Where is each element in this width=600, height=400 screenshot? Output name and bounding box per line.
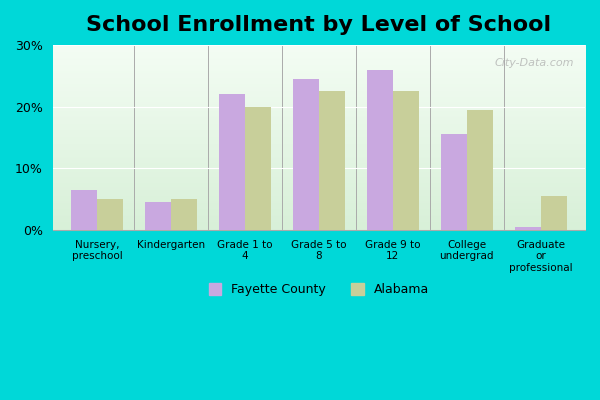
Bar <box>71 190 97 230</box>
Bar <box>367 70 393 230</box>
Bar <box>145 202 171 230</box>
Text: City-Data.com: City-Data.com <box>495 58 574 68</box>
Legend: Fayette County, Alabama: Fayette County, Alabama <box>204 278 434 301</box>
Bar <box>441 134 467 230</box>
Bar <box>515 227 541 230</box>
Bar <box>319 91 344 230</box>
Bar <box>171 199 197 230</box>
Bar <box>293 79 319 230</box>
Bar <box>541 196 566 230</box>
Bar <box>467 110 493 230</box>
Bar <box>219 94 245 230</box>
Bar <box>97 199 123 230</box>
Bar <box>393 91 419 230</box>
Title: School Enrollment by Level of School: School Enrollment by Level of School <box>86 15 551 35</box>
Bar <box>245 106 271 230</box>
